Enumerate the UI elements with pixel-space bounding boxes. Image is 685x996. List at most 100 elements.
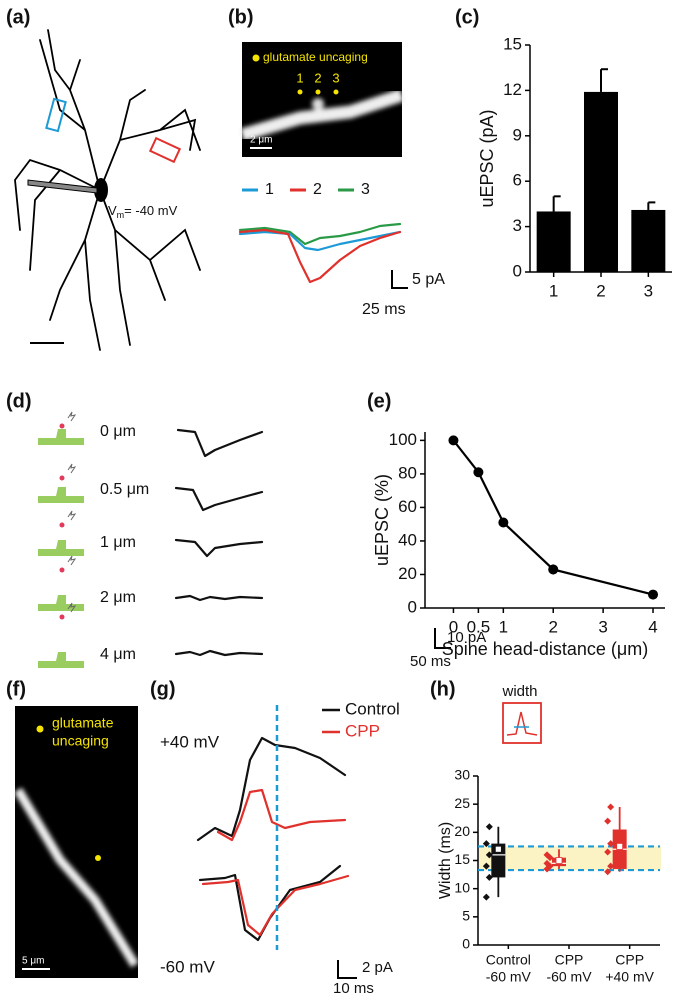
inset-label: width [501,683,537,700]
spot-label: 1 [296,70,303,85]
panel-letter: (a) [6,6,30,28]
spot [333,89,339,95]
y-tick-label: 20 [454,823,470,839]
x-tick-label: -60 mV [486,969,532,985]
inset-trace [506,711,538,736]
pipette [27,179,98,194]
scale-bar [391,270,408,289]
marker [648,589,659,600]
y-tick-label: 60 [398,497,417,516]
y-tick-label: 15 [503,34,522,53]
x-tick-label: CPP [615,952,644,968]
x-axis-label: Spine head-distance (μm) [442,639,648,659]
uncaging-dot [36,725,44,733]
uncaging-spot [59,423,65,429]
uncaging-label: uncaging [52,733,109,749]
distance-label: 2 μm [100,589,136,606]
x-tick-label: +40 mV [605,969,654,985]
data-point [485,851,493,859]
panel-letter: (f) [6,678,26,700]
x-tick-label: 3 [644,281,653,300]
spine-icon [38,429,84,445]
scale-bar [337,960,357,979]
vm-label: Vm= -40 mV [108,203,178,220]
trace [174,486,264,512]
reference-band [479,846,661,871]
inset-box [502,702,542,744]
x-tick-label: 3 [598,617,607,636]
trace [196,736,347,842]
trace [174,594,264,602]
y-tick-label: 30 [454,767,470,783]
trace [174,649,264,657]
y-tick-label: 80 [398,463,417,482]
legend-label: 1 [265,181,274,198]
trace [201,874,350,937]
panel-letter: (c) [455,6,479,28]
spot-label: 2 [314,70,321,85]
vm-v: V [108,203,117,218]
legend-label: CPP [345,721,380,740]
y-tick-label: 15 [454,851,470,867]
distance-label: 0 μm [100,423,136,440]
y-tick-label: 25 [454,795,470,811]
x-tick-label: Control [486,952,531,968]
data-point [604,817,612,825]
bar [584,91,618,272]
bar [536,211,571,272]
x-tick-label: 0.5 [467,617,491,636]
scale-label: 5 μm [22,956,44,967]
x-tick-label: 2 [548,617,557,636]
vm-sub: m [117,210,125,220]
spine-icon [38,595,84,611]
uncaging-dot [252,54,260,62]
trace [238,222,402,246]
scale-label: 10 ms [333,980,374,996]
legend-label: 3 [361,181,370,198]
scale-label: 2 pA [362,959,393,976]
y-tick-label: 12 [503,80,522,99]
uncaging-spot [59,522,65,528]
data-point [604,848,612,856]
uncaging-label: glutamate [52,715,114,731]
legend-label: Control [345,699,400,718]
y-tick-label: 100 [389,430,417,449]
vm-rest: = -40 mV [124,203,177,218]
data-point [543,851,551,859]
y-tick-label: 3 [513,216,522,235]
uncaging-dot [95,855,101,861]
x-tick-label: -60 mV [546,969,592,985]
spot [297,89,303,95]
panel-letter: (e) [367,390,391,412]
bar [631,209,666,272]
spine-icon [38,487,84,503]
y-tick-label: 5 [462,908,470,924]
spot-label: 3 [332,70,339,85]
flash-icon [67,411,77,422]
distance-label: 4 μm [100,646,136,663]
mean [555,857,563,864]
y-axis-label: Width (ms) [437,822,454,899]
y-tick-label: 0 [513,261,522,280]
roi-box [148,136,182,164]
dendrite-image [14,787,139,968]
marker [498,517,509,528]
trace [238,230,402,252]
uncaging-spot [59,475,65,481]
marker [473,467,484,478]
scale-bar [434,628,451,649]
spine-icon [38,652,84,668]
distance-label: 1 μm [100,534,136,551]
y-tick-label: 0 [462,936,470,952]
scale-label: 10 pA [447,629,486,646]
neuron-drawing [14,29,201,351]
y-axis-label: uEPSC (pA) [477,109,497,207]
trace [198,864,342,942]
y-tick-label: 6 [513,171,522,190]
data-point [607,862,615,870]
scale-label: 5 pA [412,271,445,288]
x-tick-label: 2 [596,281,605,300]
marker [448,435,459,446]
x-tick-label: CPP [555,952,584,968]
